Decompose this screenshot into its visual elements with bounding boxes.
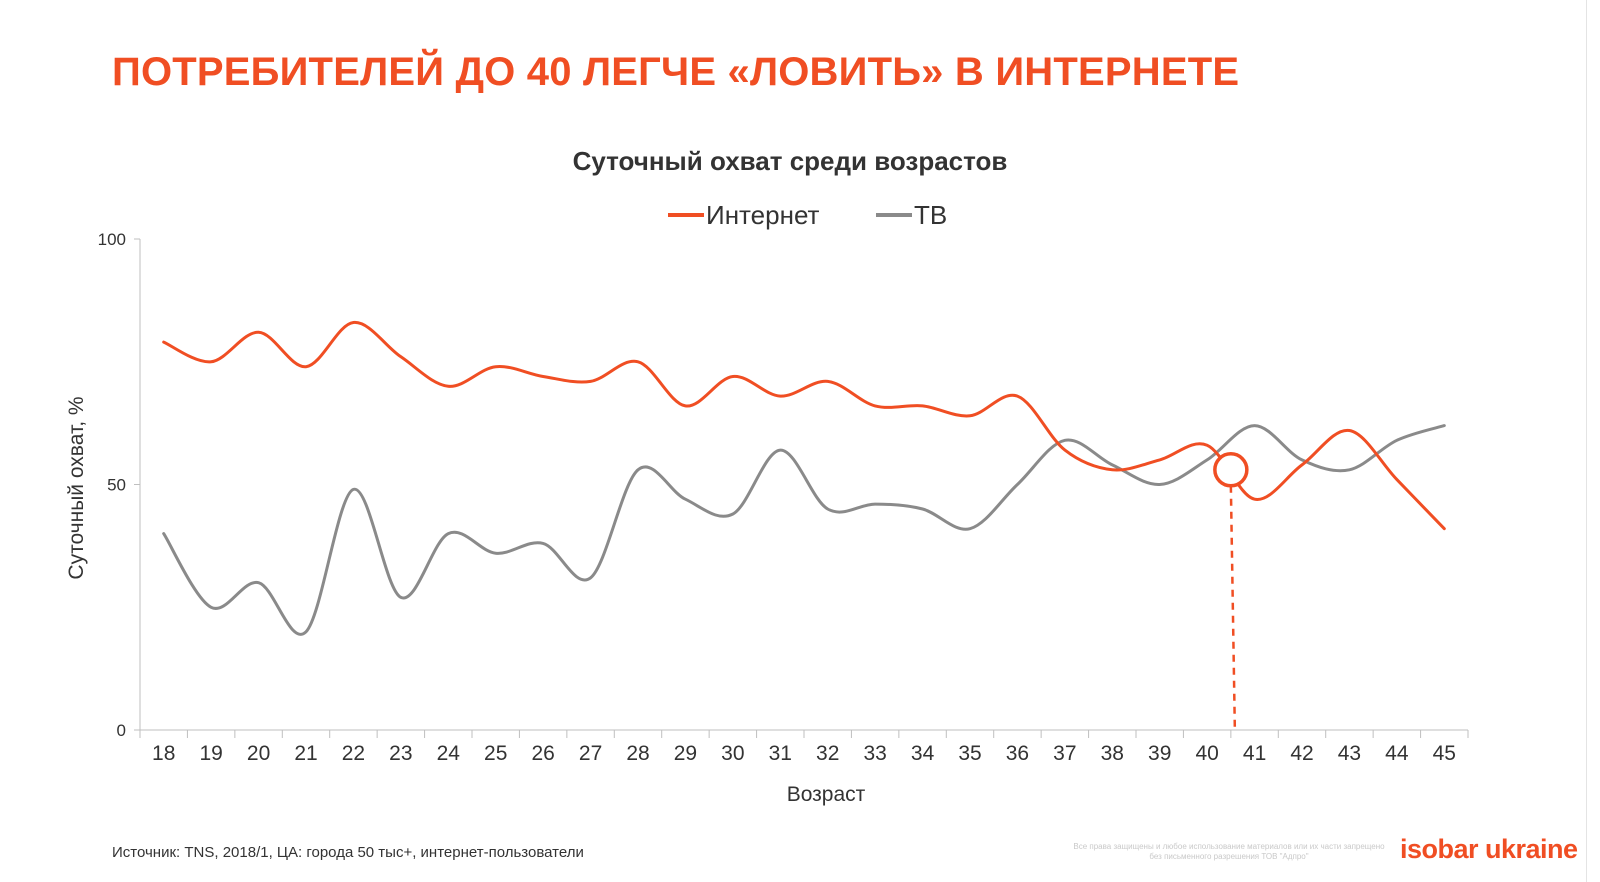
- annotation-circle-marker: [1213, 452, 1249, 488]
- annotation-drop-line: [1229, 485, 1237, 731]
- legend-label: ТВ: [914, 200, 947, 230]
- chart-axes: 0 50 100 18 19 20 21 22 23 24 25 26 27 28 29 30 31 32 33 34…: [98, 230, 1469, 765]
- x-tick-label: 35: [958, 742, 981, 765]
- legend-label: Интернет: [706, 200, 820, 230]
- x-tick-label: 29: [674, 742, 697, 765]
- x-tick-label: 42: [1290, 742, 1313, 765]
- source-note: Источник: TNS, 2018/1, ЦА: города 50 тыс…: [112, 844, 584, 861]
- x-tick-label: 38: [1101, 742, 1124, 765]
- x-tick-label: 45: [1433, 742, 1456, 765]
- x-tick-label: 30: [721, 742, 744, 765]
- chart-series: [162, 320, 1446, 636]
- x-tick-label: 23: [389, 742, 412, 765]
- isobar-logo: isobar ukraine: [1400, 834, 1578, 864]
- y-axis-label: Суточный охват, %: [65, 396, 88, 579]
- x-tick-label: 22: [342, 742, 365, 765]
- x-tick-label: 20: [247, 742, 270, 765]
- x-tick-label: 43: [1338, 742, 1361, 765]
- x-tick-label: 27: [579, 742, 602, 765]
- x-tick-label: 40: [1195, 742, 1218, 765]
- chart-title: Суточный охват среди возрастов: [573, 146, 1008, 176]
- series-line-internet: [162, 320, 1446, 531]
- x-axis-label: Возраст: [787, 783, 866, 806]
- y-tick-label: 0: [117, 721, 126, 740]
- slide-title: ПОТРЕБИТЕЛЕЙ ДО 40 ЛЕГЧЕ «ЛОВИТЬ» В ИНТЕ…: [112, 50, 1240, 94]
- x-tick-label: 28: [626, 742, 649, 765]
- x-tick-label: 19: [199, 742, 222, 765]
- x-tick-label: 18: [152, 742, 175, 765]
- x-tick-label: 37: [1053, 742, 1076, 765]
- x-tick-label: 41: [1243, 742, 1266, 765]
- x-tick-label: 25: [484, 742, 507, 765]
- chart-legend: Интернет ТВ: [668, 200, 947, 230]
- x-tick-label: 33: [863, 742, 886, 765]
- x-tick-label: 26: [531, 742, 554, 765]
- x-tick-label: 34: [911, 742, 935, 765]
- x-tick-label: 44: [1385, 742, 1409, 765]
- y-tick-label: 50: [107, 476, 126, 495]
- x-tick-label: 32: [816, 742, 839, 765]
- copyright-note: Все права защищены и любое использование…: [1073, 842, 1385, 861]
- x-tick-label: 39: [1148, 742, 1171, 765]
- y-tick-label: 100: [98, 230, 126, 249]
- chart-annotation: [1213, 452, 1249, 731]
- x-tick-label: 24: [437, 742, 461, 765]
- x-tick-label: 21: [294, 742, 317, 765]
- x-tick-label: 31: [769, 742, 792, 765]
- x-tick-label: 36: [1006, 742, 1029, 765]
- slide-edge-line: [1586, 0, 1587, 882]
- series-line-tv: [162, 424, 1446, 636]
